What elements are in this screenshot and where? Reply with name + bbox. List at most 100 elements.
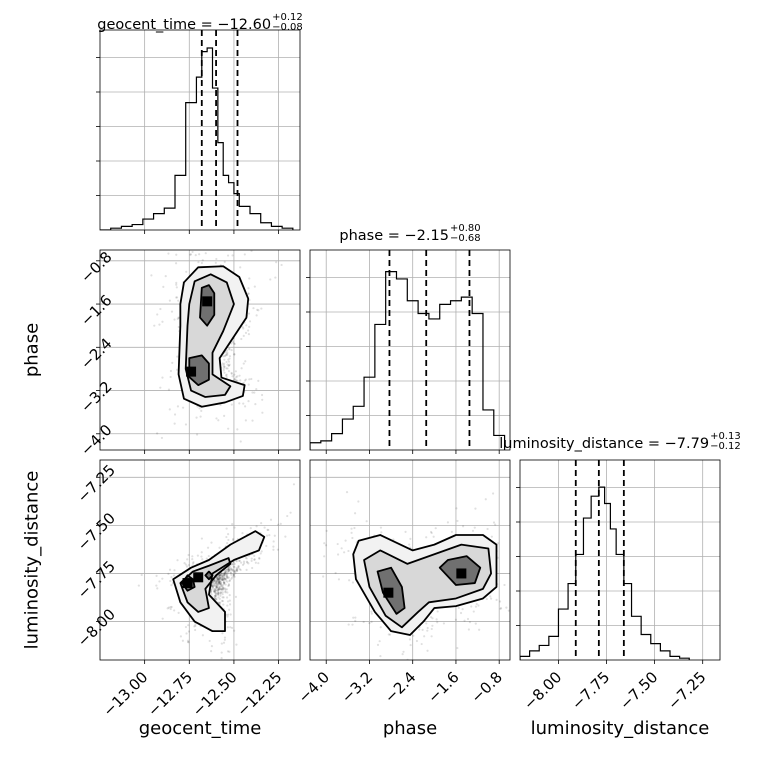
sample-point: [229, 566, 232, 570]
sample-point: [334, 571, 337, 575]
sample-point: [233, 342, 236, 346]
sample-point: [258, 557, 261, 560]
sample-point: [226, 575, 229, 578]
sample-point: [231, 254, 234, 257]
sample-point: [216, 589, 219, 592]
sample-point: [225, 527, 228, 530]
sample-point: [265, 544, 268, 548]
sample-point: [217, 591, 220, 594]
sample-point: [429, 530, 433, 534]
x-axis-label-luminosity_distance: luminosity_distance: [530, 718, 710, 739]
sample-point: [167, 252, 170, 255]
sample-point: [177, 299, 180, 302]
sample-point: [227, 584, 231, 587]
sample-point: [222, 579, 225, 582]
sample-point: [238, 402, 241, 405]
sample-point: [244, 405, 247, 408]
sample-point: [218, 588, 221, 591]
scatter-panel-luminosity_distance_vs_geocent_time: [100, 460, 300, 660]
sample-point: [226, 572, 229, 575]
sample-point: [245, 560, 248, 563]
sample-point: [244, 419, 247, 422]
sample-point: [251, 419, 254, 422]
sample-point: [223, 355, 226, 358]
sample-point: [516, 594, 518, 596]
sample-point: [243, 253, 246, 256]
sample-point: [226, 613, 230, 616]
sample-point: [216, 582, 219, 586]
sample-point: [230, 568, 233, 571]
sample-point: [158, 580, 161, 583]
sample-point: [350, 531, 353, 534]
upper-error: +0.12: [272, 12, 303, 23]
sample-point: [228, 355, 232, 358]
sample-point: [214, 594, 217, 597]
sample-point: [404, 530, 407, 533]
sample-point: [220, 578, 223, 582]
sample-point: [215, 585, 218, 588]
sample-point: [418, 628, 421, 631]
y-tick-label: −7.25: [74, 461, 119, 506]
contour-line: [181, 574, 196, 592]
sample-point: [161, 376, 164, 379]
sample-point: [232, 565, 235, 568]
sample-point: [485, 597, 488, 601]
sample-point: [260, 522, 263, 525]
sample-point: [219, 577, 222, 580]
sample-point: [225, 352, 228, 355]
sample-point: [226, 576, 229, 579]
sample-point: [284, 535, 287, 538]
sample-point: [187, 624, 190, 627]
sample-point: [472, 610, 475, 613]
sample-point: [455, 507, 458, 510]
sample-point: [221, 587, 225, 590]
sample-point: [232, 573, 235, 576]
sample-point: [150, 274, 153, 277]
sample-point: [219, 594, 222, 597]
y-axis-label-phase: phase: [21, 322, 43, 378]
sample-point: [215, 257, 218, 261]
sample-point: [200, 551, 203, 554]
sample-point: [258, 556, 261, 560]
sample-point: [456, 519, 459, 523]
sample-point: [237, 565, 240, 568]
sample-point: [218, 581, 221, 584]
sample-point: [217, 584, 220, 587]
sample-point: [235, 566, 238, 570]
sample-point: [228, 348, 231, 351]
sample-point: [276, 548, 280, 551]
sample-point: [217, 596, 220, 599]
sample-point: [426, 649, 429, 652]
sample-point: [214, 579, 217, 582]
sample-point: [226, 604, 229, 607]
sample-point: [350, 527, 353, 530]
sample-point: [218, 576, 221, 579]
sample-point: [214, 588, 217, 591]
sample-point: [272, 548, 275, 551]
sample-point: [223, 576, 226, 580]
sample-point: [257, 309, 260, 312]
histogram-panel-geocent_time: [100, 30, 300, 230]
sample-point: [218, 578, 221, 581]
sample-point: [197, 261, 200, 264]
sample-point: [412, 634, 415, 637]
sample-point: [169, 369, 173, 373]
sample-point: [221, 591, 224, 594]
sample-point: [216, 577, 219, 580]
title-phase: phase = −2.15 +0.80 −0.68: [339, 224, 480, 246]
sample-point: [216, 578, 220, 581]
sample-point: [423, 635, 426, 638]
sample-point: [187, 553, 190, 557]
sample-point: [429, 616, 433, 619]
sample-point: [231, 467, 233, 469]
x-tick-label: −13.00: [99, 668, 151, 720]
sample-point: [205, 557, 208, 560]
sample-point: [226, 650, 230, 653]
sample-point: [221, 575, 224, 578]
sample-point: [222, 367, 225, 370]
sample-point: [161, 577, 164, 580]
sample-point: [241, 326, 244, 329]
sample-point: [175, 368, 179, 371]
sample-point: [201, 558, 204, 561]
